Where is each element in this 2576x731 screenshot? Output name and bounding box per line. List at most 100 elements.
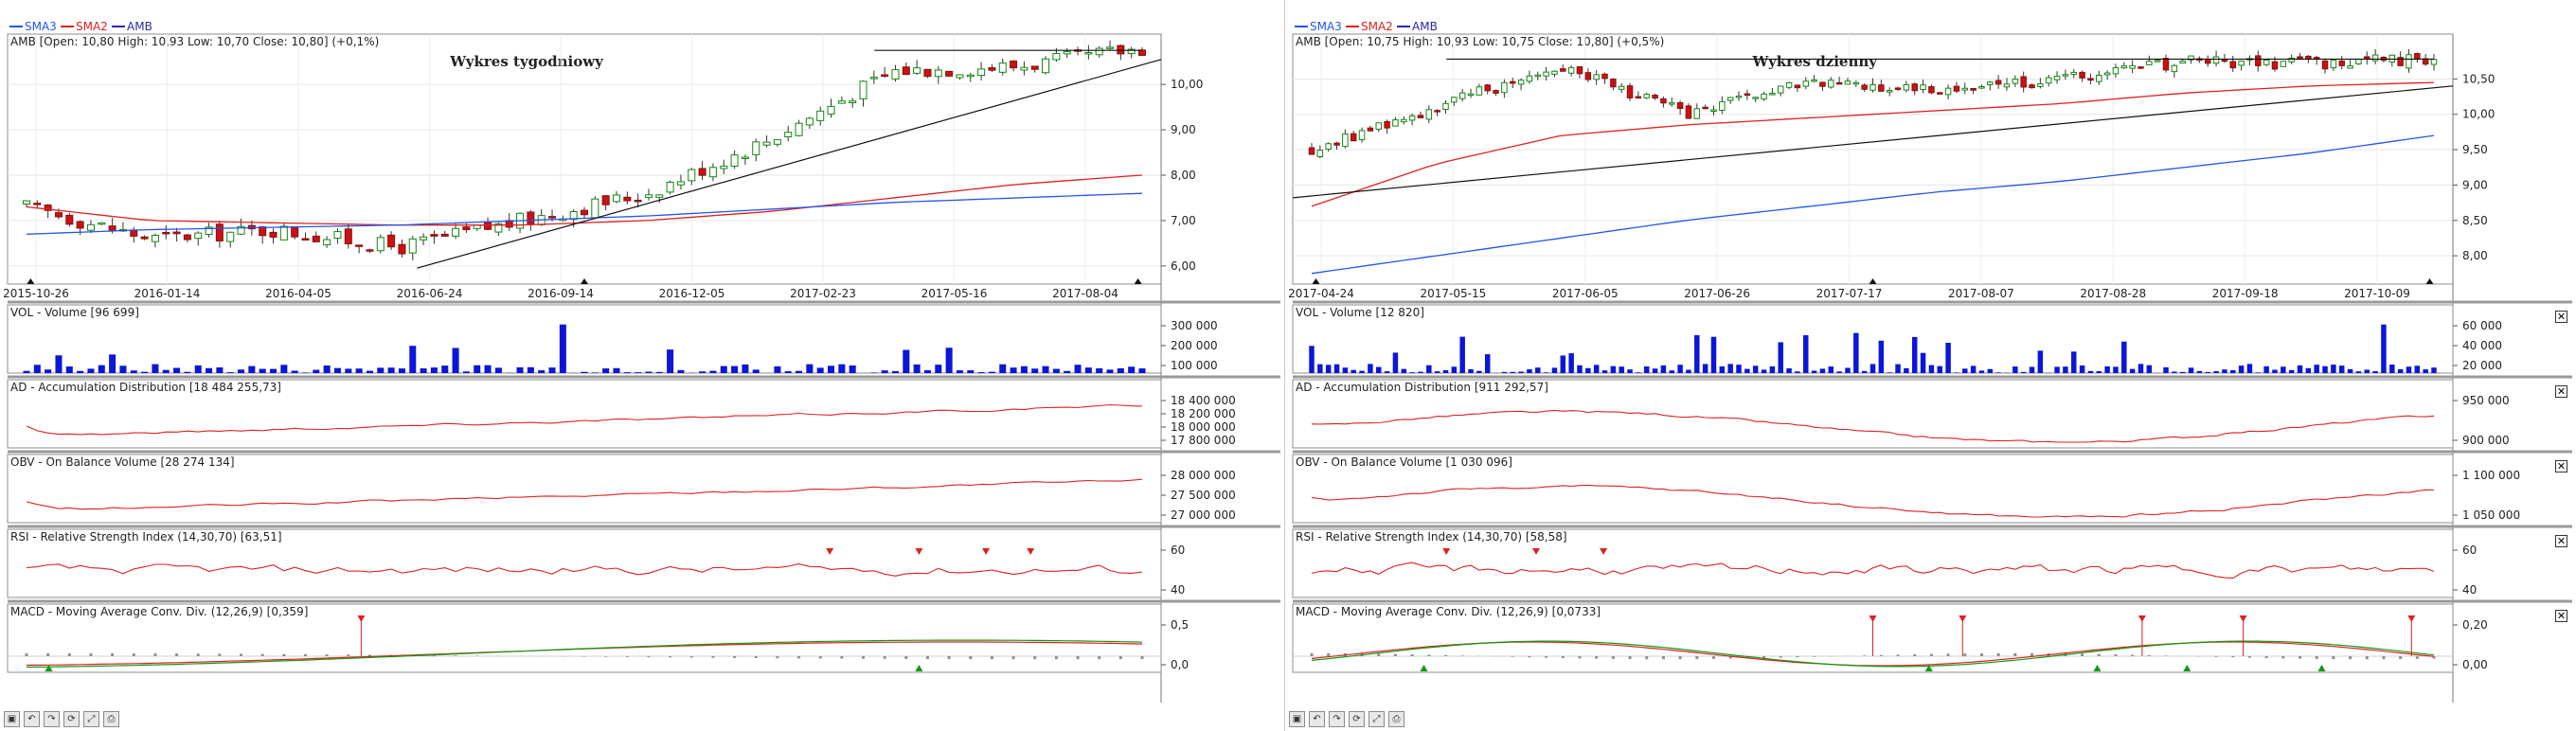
volume-bar bbox=[162, 369, 170, 373]
indicator-title: AD - Accumulation Distribution [18 484 2… bbox=[10, 381, 281, 394]
candle bbox=[1669, 102, 1675, 105]
volume-bar bbox=[1869, 364, 1876, 373]
save-icon[interactable]: ▣ bbox=[1289, 710, 1305, 727]
candle bbox=[1560, 68, 1566, 72]
price-tick-label: 7,00 bbox=[1171, 214, 1196, 227]
indicator-tick-label: 60 bbox=[2462, 544, 2477, 557]
candle bbox=[1726, 97, 1734, 101]
print-icon[interactable]: ⎙ bbox=[1388, 710, 1404, 727]
undo-icon[interactable]: ↶ bbox=[1309, 710, 1325, 727]
volume-bar bbox=[2230, 369, 2236, 373]
macd-histogram-bar bbox=[862, 656, 865, 659]
candle bbox=[2288, 57, 2295, 62]
indicator-tick-label: 0,0 bbox=[1171, 658, 1189, 671]
volume-bar bbox=[2012, 366, 2018, 373]
volume-bar bbox=[2263, 366, 2269, 373]
refresh-icon[interactable]: ⟳ bbox=[63, 710, 80, 727]
price-tick-label: 9,00 bbox=[1171, 123, 1196, 136]
candle bbox=[2188, 55, 2194, 61]
volume-bar bbox=[1601, 370, 1608, 373]
candle bbox=[33, 203, 42, 205]
candle bbox=[2338, 60, 2345, 66]
fullscreen-icon[interactable]: ⤢ bbox=[83, 710, 99, 727]
volume-bar bbox=[2213, 371, 2219, 373]
volume-bar bbox=[2054, 366, 2060, 373]
candle bbox=[2079, 71, 2085, 79]
close-pane-button[interactable]: ✕ bbox=[2555, 535, 2567, 547]
macd-histogram-bar bbox=[2114, 654, 2118, 656]
chart-title: Wykres tygodniowy bbox=[449, 53, 604, 70]
candle bbox=[2154, 60, 2161, 62]
macd-histogram-bar bbox=[2081, 653, 2084, 656]
date-tick-label: 2017-08-07 bbox=[1948, 287, 2014, 300]
macd-histogram-bar bbox=[1578, 656, 1582, 659]
macd-histogram-bar bbox=[904, 656, 908, 659]
fullscreen-icon[interactable]: ⤢ bbox=[1368, 710, 1385, 727]
volume-bar bbox=[2020, 371, 2027, 373]
close-pane-button[interactable]: ✕ bbox=[2555, 460, 2567, 472]
close-pane-button[interactable]: ✕ bbox=[2555, 311, 2567, 323]
candle bbox=[1063, 50, 1071, 55]
candle bbox=[172, 231, 181, 235]
close-pane-button[interactable]: ✕ bbox=[2555, 610, 2567, 622]
volume-bar bbox=[956, 370, 963, 373]
save-icon[interactable]: ▣ bbox=[4, 710, 20, 727]
candle bbox=[2229, 61, 2237, 69]
candle bbox=[140, 236, 149, 240]
volume-bar bbox=[141, 371, 149, 373]
macd-histogram-bar bbox=[1033, 656, 1037, 660]
candle bbox=[355, 244, 364, 247]
volume-bar bbox=[2138, 364, 2144, 373]
indicator-title: VOL - Volume [12 820] bbox=[1296, 306, 1424, 319]
candle bbox=[1052, 53, 1061, 61]
volume-bar bbox=[1325, 365, 1332, 373]
macd-histogram-bar bbox=[1528, 656, 1531, 658]
volume-bar bbox=[1677, 365, 1683, 373]
macd-histogram-bar bbox=[1310, 652, 1314, 656]
macd-histogram-bar bbox=[1863, 655, 1867, 656]
price-tick-label: 9,00 bbox=[2462, 178, 2488, 191]
candle bbox=[2397, 57, 2404, 66]
sell-signal bbox=[2138, 615, 2146, 622]
buy-signal bbox=[1420, 665, 1428, 671]
candle bbox=[2271, 61, 2279, 70]
macd-histogram-bar bbox=[432, 655, 436, 656]
volume-bar bbox=[538, 370, 546, 373]
candle bbox=[1660, 98, 1667, 104]
candle bbox=[2321, 60, 2329, 70]
close-pane-button[interactable]: ✕ bbox=[2555, 385, 2567, 398]
redo-icon[interactable]: ↷ bbox=[1329, 710, 1345, 727]
candle bbox=[1484, 84, 1491, 92]
volume-bar bbox=[881, 370, 888, 373]
macd-histogram-bar bbox=[2131, 654, 2135, 656]
candle bbox=[1987, 81, 1994, 85]
indicator-tick-label: 100 000 bbox=[1171, 359, 1218, 372]
indicator-title: OBV - On Balance Volume [28 274 134] bbox=[10, 455, 235, 469]
volume-bar bbox=[2406, 366, 2412, 373]
indicator-pane bbox=[7, 454, 1162, 524]
candle bbox=[1937, 92, 1943, 95]
candle bbox=[376, 237, 385, 252]
refresh-icon[interactable]: ⟳ bbox=[1349, 710, 1365, 727]
candle bbox=[2255, 55, 2262, 66]
volume-bar bbox=[2188, 367, 2194, 373]
macd-histogram-bar bbox=[175, 653, 179, 656]
volume-bar bbox=[1987, 368, 1994, 373]
volume-bar bbox=[2096, 370, 2102, 373]
indicator-tick-label: 18 000 000 bbox=[1171, 420, 1236, 434]
volume-bar bbox=[2079, 365, 2085, 373]
print-icon[interactable]: ⎙ bbox=[103, 710, 119, 727]
volume-bar bbox=[1309, 346, 1315, 373]
candle bbox=[2146, 61, 2153, 65]
volume-bar bbox=[109, 354, 116, 373]
volume-bar bbox=[1803, 335, 1809, 373]
daily-chart-window: SMA3 SMA2 AMB AMB [Open: 10,75 High: 10,93 … bbox=[1285, 0, 2576, 731]
macd-histogram-bar bbox=[754, 656, 758, 659]
volume-bar bbox=[784, 371, 792, 373]
candle bbox=[2120, 65, 2128, 69]
volume-bar bbox=[1769, 366, 1776, 373]
volume-bar bbox=[2179, 371, 2186, 373]
undo-icon[interactable]: ↶ bbox=[24, 710, 40, 727]
redo-icon[interactable]: ↷ bbox=[44, 710, 60, 727]
